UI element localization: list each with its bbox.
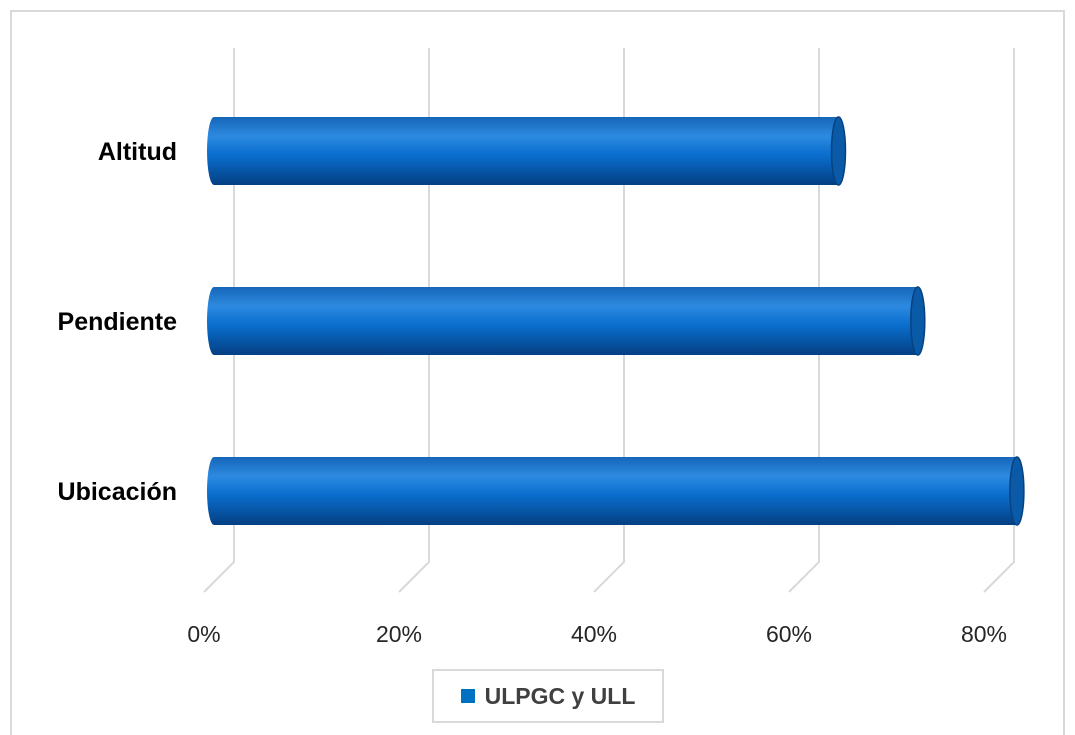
x-tick-label: 20% bbox=[376, 621, 422, 647]
category-label: Ubicación bbox=[58, 478, 177, 506]
category-label: Pendiente bbox=[58, 308, 178, 336]
bar bbox=[207, 117, 845, 185]
category-label: Altitud bbox=[98, 138, 177, 166]
bar-body bbox=[207, 287, 925, 355]
bar-end-cap bbox=[911, 287, 925, 355]
bar bbox=[207, 457, 1024, 525]
bar-body bbox=[207, 457, 1024, 525]
x-tick-label: 60% bbox=[766, 621, 812, 647]
bar-end-cap bbox=[1010, 457, 1024, 525]
x-tick-label: 80% bbox=[961, 621, 1007, 647]
legend-swatch bbox=[461, 689, 475, 703]
bar-end-cap bbox=[831, 117, 845, 185]
x-tick-label: 0% bbox=[187, 621, 220, 647]
x-tick-label: 40% bbox=[571, 621, 617, 647]
bar-body bbox=[207, 117, 845, 185]
legend-label: ULPGC y ULL bbox=[485, 683, 636, 710]
legend: ULPGC y ULL bbox=[432, 669, 664, 723]
bar bbox=[207, 287, 925, 355]
